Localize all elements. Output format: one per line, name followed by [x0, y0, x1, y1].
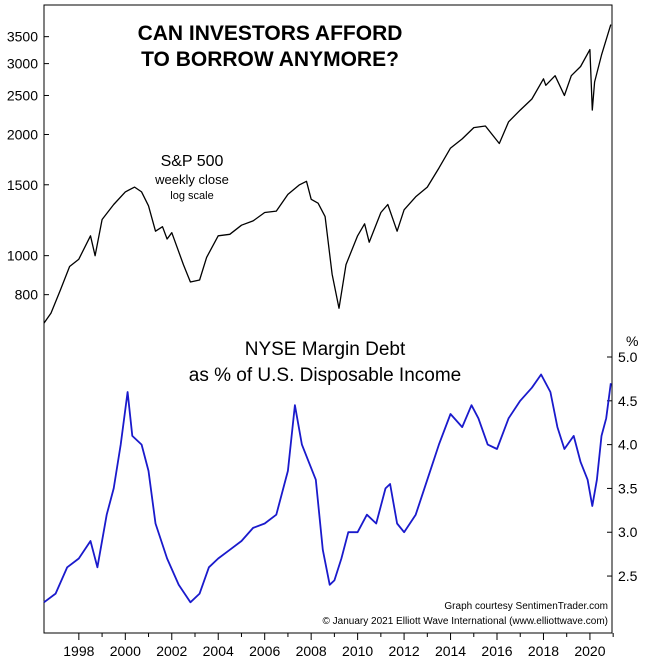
margin-debt-y-axis: 2.5 3.0 3.5 4.0 4.5 5.0 [607, 349, 638, 584]
sp500-y-tick-label: 3500 [7, 29, 38, 45]
x-tick-label: 1998 [63, 643, 94, 659]
sp500-y-tick-label: 3000 [7, 56, 38, 72]
x-tick-label: 2006 [249, 643, 280, 659]
margin-debt-y-tick-label: 3.0 [618, 524, 638, 540]
sp500-series [43, 24, 612, 324]
top-title-line2: TO BORROW ANYMORE? [141, 48, 399, 71]
sp500-y-tick-label: 2500 [7, 87, 38, 103]
x-axis: 1998 2000 2002 2004 2006 2008 2010 2012 2014 2016… [63, 633, 614, 659]
margin-debt-y-tick-label: 5.0 [618, 349, 638, 365]
sp500-series-label: S&P 500 [161, 153, 224, 170]
x-tick-label: 2004 [203, 643, 234, 659]
margin-debt-line [43, 373, 612, 604]
x-tick-label: 2012 [389, 643, 420, 659]
credit-line-1: Graph courtesy SentimenTrader.com [444, 601, 608, 612]
scale-note: log scale [170, 190, 213, 202]
margin-debt-y-tick-label: 2.5 [618, 568, 638, 584]
x-tick-label: 2016 [481, 643, 512, 659]
sp500-y-tick-label: 1500 [7, 177, 38, 193]
x-tick-label: 2010 [342, 643, 373, 659]
sp500-line [43, 24, 612, 324]
sp500-y-axis: 800 1000 1500 2000 2500 3000 3500 [7, 29, 49, 303]
margin-debt-y-tick-label: 3.5 [618, 480, 638, 496]
margin-debt-series [43, 373, 612, 604]
sp500-y-tick-label: 800 [15, 287, 39, 303]
margin-debt-y-tick-label: 4.5 [618, 393, 638, 409]
sp500-y-tick-label: 1000 [7, 248, 38, 264]
x-tick-label: 2014 [435, 643, 466, 659]
x-tick-label: 2002 [156, 643, 187, 659]
plot-frame [43, 4, 613, 634]
margin-debt-title-line2: as % of U.S. Disposable Income [189, 365, 461, 386]
x-tick-label: 2008 [296, 643, 327, 659]
margin-debt-title-line1: NYSE Margin Debt [245, 339, 406, 360]
top-title-line1: CAN INVESTORS AFFORD [138, 22, 403, 45]
x-tick-label: 2020 [574, 643, 605, 659]
credit-line-2: © January 2021 Elliott Wave Internationa… [323, 616, 608, 627]
margin-debt-y-tick-label: 4.0 [618, 437, 638, 453]
percent-unit-label: % [626, 333, 638, 349]
sp500-y-tick-label: 2000 [7, 126, 38, 142]
x-tick-label: 2000 [110, 643, 141, 659]
x-tick-label: 2018 [528, 643, 559, 659]
sp500-sublabel: weekly close [154, 172, 229, 187]
